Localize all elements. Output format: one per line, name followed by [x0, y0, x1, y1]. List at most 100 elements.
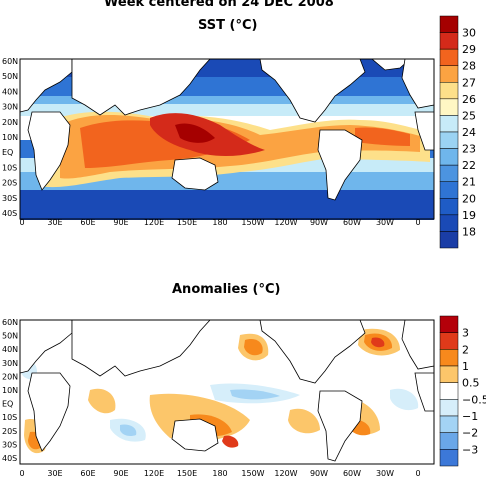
lon-tick-label: 0	[19, 218, 24, 227]
lon-tick-label: 180	[212, 218, 227, 227]
lat-tick-label: 30N	[2, 359, 18, 368]
lon-tick-label: 30E	[47, 469, 62, 477]
continents	[19, 58, 435, 201]
lat-tick-label: EQ	[2, 148, 13, 157]
colorbar-label: 20	[462, 192, 476, 205]
sst-colorbar: 30 29 28 27 26 25 24 23 22 21 20 19 18	[439, 15, 476, 249]
lon-tick-label: 120E	[144, 469, 164, 477]
lat-tick-label: 40N	[2, 87, 18, 96]
colorbar-label: −1	[462, 410, 478, 423]
lon-tick-label: 90W	[310, 469, 328, 477]
lon-tick-label: 60E	[80, 218, 95, 227]
lat-tick-label: 40N	[2, 345, 18, 354]
colorbar-swatch	[439, 15, 459, 33]
lat-tick-label: 20S	[2, 179, 17, 188]
colorbar-swatch	[439, 148, 459, 166]
colorbar-swatch	[439, 231, 459, 249]
colorbar-swatch	[439, 349, 459, 367]
colorbar-swatch	[439, 65, 459, 83]
colorbar-label: 3	[462, 327, 469, 340]
lon-tick-label: 60W	[343, 469, 361, 477]
colorbar-swatch	[439, 399, 459, 417]
colorbar-label: 25	[462, 109, 476, 122]
lat-tick-label: 10S	[2, 413, 17, 422]
colorbar-label: 1	[462, 360, 469, 373]
colorbar-label: −2	[462, 427, 478, 440]
colorbar-swatch	[439, 82, 459, 100]
colorbar-swatch	[439, 198, 459, 216]
colorbar-label: −3	[462, 443, 478, 456]
colorbar-swatch	[439, 365, 459, 383]
lon-tick-label: 90W	[310, 218, 328, 227]
colorbar-swatch	[439, 48, 459, 66]
lon-tick-label: 90E	[113, 218, 128, 227]
colorbar-label: 24	[462, 126, 476, 139]
colorbar-swatch	[439, 164, 459, 182]
lon-tick-label: 60W	[343, 218, 361, 227]
lat-tick-label: 40S	[2, 454, 17, 463]
lat-tick-label: 10N	[2, 133, 18, 142]
colorbar-label: 22	[462, 159, 476, 172]
lat-tick-label: 10S	[2, 163, 17, 172]
colorbar-swatch	[439, 32, 459, 50]
lat-tick-label: 30S	[2, 194, 17, 203]
lon-tick-label: 180	[212, 469, 227, 477]
colorbar-label: 27	[462, 76, 476, 89]
colorbar-swatch	[439, 115, 459, 133]
colorbar-label: −0.5	[462, 393, 486, 406]
colorbar-swatch	[439, 449, 459, 467]
lat-tick-label: 30N	[2, 103, 18, 112]
lat-tick-label: 20N	[2, 372, 18, 381]
colorbar-swatch	[439, 98, 459, 116]
lon-tick-label: 60E	[80, 469, 95, 477]
colorbar-swatch	[439, 415, 459, 433]
lat-tick-label: 40S	[2, 209, 17, 218]
colorbar-label: 23	[462, 143, 476, 156]
lon-tick-label: 0	[415, 469, 420, 477]
colorbar-label: 18	[462, 225, 476, 238]
sst-map	[19, 58, 435, 220]
lat-tick-label: 20S	[2, 427, 17, 436]
lon-tick-label: 120W	[274, 218, 297, 227]
lon-tick-label: 30W	[376, 469, 394, 477]
colorbar-label: 19	[462, 209, 476, 222]
lat-tick-label: 50N	[2, 332, 18, 341]
continents	[19, 319, 435, 462]
colorbar-swatch	[439, 382, 459, 400]
lon-tick-label: 150W	[241, 469, 264, 477]
lon-tick-label: 0	[19, 469, 24, 477]
colorbar-label: 0.5	[462, 377, 480, 390]
lon-tick-label: 30E	[47, 218, 62, 227]
colorbar-swatch	[439, 432, 459, 450]
colorbar-swatch	[439, 315, 459, 333]
lon-tick-label: 150W	[241, 218, 264, 227]
anomaly-colorbar: 3 2 1 0.5 −0.5 −1 −2 −3	[439, 315, 486, 467]
lon-tick-label: 120W	[274, 469, 297, 477]
sst-panel-title: SST (°C)	[198, 18, 258, 33]
lon-tick-label: 150E	[177, 469, 197, 477]
anomaly-map	[19, 319, 435, 465]
colorbar-swatch	[439, 332, 459, 350]
lat-tick-label: 20N	[2, 118, 18, 127]
lat-tick-label: EQ	[2, 400, 13, 409]
lon-tick-label: 0	[415, 218, 420, 227]
lat-tick-label: 30S	[2, 440, 17, 449]
colorbar-swatch	[439, 181, 459, 199]
lat-tick-label: 60N	[2, 318, 18, 327]
colorbar-label: 26	[462, 93, 476, 106]
colorbar-label: 2	[462, 343, 469, 356]
colorbar-label: 28	[462, 60, 476, 73]
colorbar-label: 29	[462, 43, 476, 56]
lon-tick-label: 150E	[177, 218, 197, 227]
colorbar-label: 21	[462, 176, 476, 189]
lon-tick-label: 30W	[376, 218, 394, 227]
lon-tick-label: 120E	[144, 218, 164, 227]
anomaly-panel-title: Anomalies (°C)	[172, 282, 281, 297]
lat-tick-label: 10N	[2, 386, 18, 395]
lat-tick-label: 50N	[2, 72, 18, 81]
lat-tick-label: 60N	[2, 57, 18, 66]
colorbar-swatch	[439, 214, 459, 232]
